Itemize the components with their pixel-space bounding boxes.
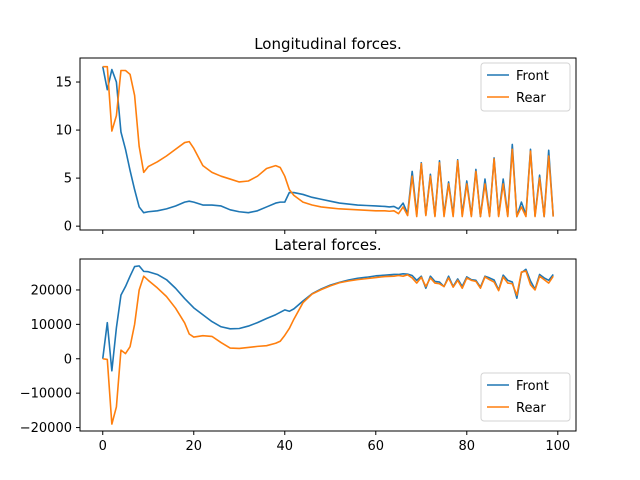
y-tick-label: 10 bbox=[55, 124, 72, 139]
longitudinal-forces-axes-frame bbox=[79, 57, 577, 231]
lateral-forces-subplot: Lateral forces. 0 20 40 60 80 100 −20000 −10000… bbox=[20, 236, 577, 454]
longitudinal-forces-marks bbox=[101, 65, 555, 218]
y-tick-label: −10000 bbox=[20, 387, 72, 402]
longitudinal-forces-ticks: 0 5 10 15 bbox=[55, 76, 559, 235]
legend-front-label: Front bbox=[516, 69, 549, 84]
legend-front-label: Front bbox=[516, 379, 549, 394]
longitudinal-forces-legend: Front Rear bbox=[480, 62, 571, 112]
longitudinal-forces-subplot: Longitudinal forces. 0 5 10 15 Front Rear bbox=[55, 35, 577, 235]
series-line-rear bbox=[102, 65, 555, 218]
longitudinal-forces-title: Longitudinal forces. bbox=[254, 35, 402, 53]
y-tick-label: 0 bbox=[64, 220, 72, 235]
x-tick-label: 0 bbox=[99, 439, 107, 454]
lateral-forces-ticks: 0 20 40 60 80 100 −20000 −10000 0 10000 20000 bbox=[20, 283, 570, 454]
legend-rear-label: Rear bbox=[516, 401, 546, 416]
legend-rear-label: Rear bbox=[516, 91, 546, 106]
lateral-forces-legend: Front Rear bbox=[480, 372, 571, 422]
lateral-forces-title: Lateral forces. bbox=[274, 236, 381, 254]
x-tick-label: 40 bbox=[276, 439, 293, 454]
lateral-forces-marks bbox=[101, 265, 554, 425]
y-tick-label: 5 bbox=[64, 172, 72, 187]
y-tick-label: 20000 bbox=[31, 283, 72, 298]
x-tick-label: 80 bbox=[459, 439, 476, 454]
lateral-forces-axes-frame bbox=[79, 258, 577, 432]
y-tick-label: 10000 bbox=[31, 318, 72, 333]
y-tick-label: 0 bbox=[64, 352, 72, 367]
y-tick-label: −20000 bbox=[20, 421, 72, 436]
x-tick-label: 20 bbox=[185, 439, 202, 454]
x-tick-label: 100 bbox=[545, 439, 570, 454]
y-tick-label: 15 bbox=[55, 76, 72, 91]
series-line-rear bbox=[102, 270, 554, 425]
x-tick-label: 60 bbox=[368, 439, 385, 454]
